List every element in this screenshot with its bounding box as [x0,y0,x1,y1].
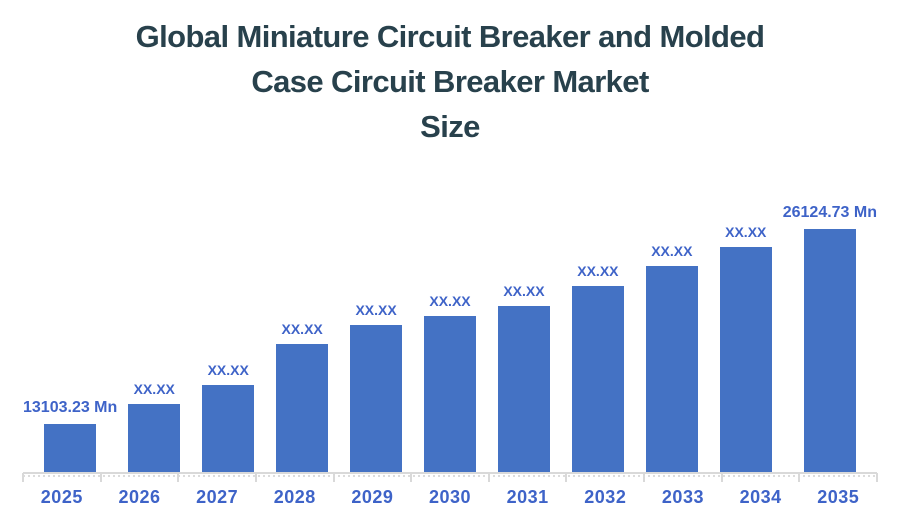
bar-2026 [128,404,181,472]
x-axis-tick [177,473,180,482]
x-axis-label-2035: 2035 [817,487,860,507]
bar-2035 [803,229,856,472]
bar-slot-2026: XX.XX [117,160,191,472]
bar-value-label-2026: XX.XX [133,381,175,397]
x-axis-label-2025: 2025 [40,487,83,507]
x-axis-tick [876,473,878,482]
bar-value-label-2034: XX.XX [725,224,767,240]
bar-slot-2034: XX.XX [709,160,783,472]
bar-value-label-2030: XX.XX [429,293,471,309]
bar-value-label-2025: 13103.23 Mn [23,399,118,416]
x-axis-label-2030: 2030 [429,487,472,507]
x-axis-tick [22,473,24,482]
bar-2028 [276,344,329,472]
bar-value-label-2033: XX.XX [651,243,693,259]
bar-slot-2028: XX.XX [265,160,339,472]
bar-slot-2033: XX.XX [635,160,709,472]
bar-2030 [424,316,476,472]
x-axis-tick [99,473,102,482]
bar-value-label-2031: XX.XX [503,283,545,299]
x-axis-minor-ticks [23,475,877,477]
x-axis-tick [565,473,568,482]
chart-title-line-3: Size [420,109,480,144]
bar-slot-2032: XX.XX [561,160,635,472]
chart-title-line-2: Case Circuit Breaker Market [251,64,649,99]
chart-title: Global Miniature Circuit Breaker and Mol… [0,14,900,149]
x-axis-tick [254,473,257,482]
x-axis-label-2026: 2026 [118,487,161,507]
bar-value-label-2027: XX.XX [207,362,249,378]
plot-area: 13103.23 Mn XX.XX XX.XX XX.XX XX.XX XX.XX XX.X… [22,160,878,482]
bar-slot-2031: XX.XX [487,160,561,472]
x-axis-label-2032: 2032 [584,487,627,507]
x-axis-line [23,472,877,474]
bar-2031 [497,306,550,472]
bar-slot-2029: XX.XX [339,160,413,472]
bar-2033 [645,266,698,472]
x-axis-tick [798,473,801,482]
x-axis-tick [720,473,723,482]
bar-value-label-2032: XX.XX [577,263,619,279]
bar-value-label-2028: XX.XX [281,321,323,337]
x-axis-label-2033: 2033 [661,487,704,507]
bar-value-label-2029: XX.XX [355,302,397,318]
x-axis-labels: 2025 2026 2027 2028 2029 2030 2031 2032 2033 2034… [23,487,877,508]
bar-slot-2025: 13103.23 Mn [23,160,117,472]
bar-slot-2035: 26124.73 Mn [783,160,877,472]
bar-2029 [350,325,403,472]
bar-2032 [571,286,624,472]
chart-title-line-1: Global Miniature Circuit Breaker and Mol… [135,19,765,54]
bar-slot-2027: XX.XX [191,160,265,472]
bar-series: 13103.23 Mn XX.XX XX.XX XX.XX XX.XX XX.XX XX.X… [23,160,877,472]
bar-slot-2030: XX.XX [413,160,487,472]
bar-2027 [202,385,255,472]
x-axis-label-2029: 2029 [351,487,394,507]
x-axis-tick [487,473,490,482]
x-axis-tick [643,473,646,482]
bar-value-label-2035: 26124.73 Mn [782,204,877,221]
x-axis-tick [410,473,413,482]
bar-2025 [44,424,97,472]
x-axis-label-2034: 2034 [739,487,782,507]
x-axis-label-2027: 2027 [196,487,239,507]
x-axis-label-2031: 2031 [506,487,549,507]
bar-2034 [719,247,772,472]
x-axis-tick [332,473,335,482]
x-axis-label-2028: 2028 [273,487,316,507]
